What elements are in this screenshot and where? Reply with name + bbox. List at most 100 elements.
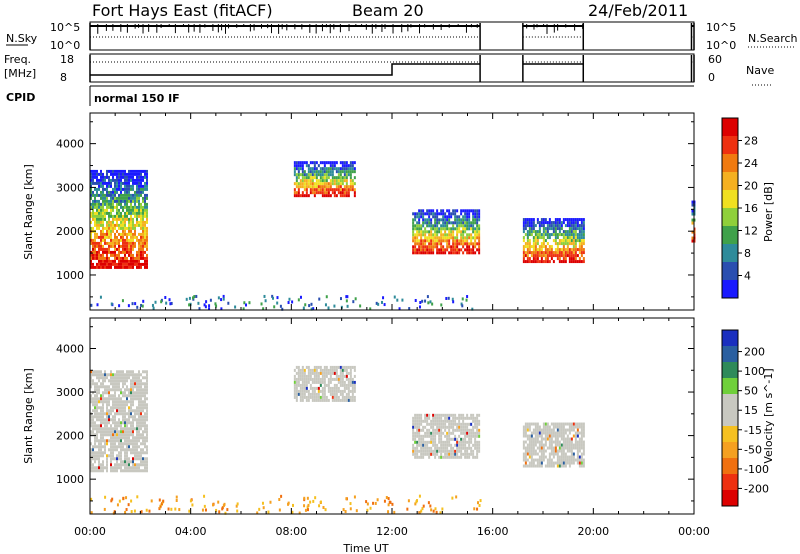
power-cell (468, 248, 471, 252)
velocity-cell (335, 386, 338, 390)
velocity-cell (454, 455, 457, 459)
power-cell (264, 299, 267, 303)
power-cell (120, 226, 122, 230)
velocity-cell (540, 455, 543, 459)
power-cell (96, 244, 98, 248)
velocity-cell (383, 499, 386, 503)
power-cell (124, 175, 126, 179)
power-cell (444, 236, 447, 240)
velocity-cell (566, 449, 569, 453)
power-cell (142, 241, 144, 245)
velocity-cell (116, 376, 118, 380)
power-cell (446, 224, 449, 228)
velocity-cell (331, 398, 334, 402)
velocity-colorbar-segment (722, 330, 738, 346)
velocity-cell (120, 460, 122, 464)
velocity-cell (297, 389, 300, 393)
velocity-cell (582, 458, 585, 462)
velocity-cell (138, 427, 140, 431)
power-cell (430, 239, 433, 243)
velocity-cell (530, 422, 533, 426)
power-cell (112, 241, 114, 245)
power-cell (124, 193, 126, 197)
power-cell (92, 241, 94, 245)
velocity-cell (307, 374, 310, 378)
power-cell (578, 260, 581, 264)
power-cell (452, 245, 455, 249)
power-cell (112, 196, 114, 200)
power-cell (96, 202, 98, 206)
velocity-cell (307, 398, 310, 402)
power-cell (536, 221, 539, 225)
velocity-cell (136, 445, 138, 449)
velocity-cell (540, 431, 543, 435)
velocity-cell (98, 463, 100, 467)
power-cell (118, 304, 121, 308)
power-cell (305, 182, 308, 186)
power-cell (134, 196, 136, 200)
velocity-cell (416, 413, 419, 417)
power-cell (450, 221, 453, 225)
velocity-cell (142, 436, 144, 440)
power-cell (220, 307, 223, 311)
velocity-cell (466, 455, 469, 459)
power-cell (325, 179, 328, 183)
velocity-cell (532, 443, 535, 447)
power-cell (309, 173, 312, 177)
power-cell (452, 209, 455, 213)
power-cell (476, 233, 479, 237)
power-cell (138, 178, 140, 182)
power-cell (333, 164, 336, 168)
velocity-cell (345, 392, 348, 396)
velocity-cell (536, 464, 539, 468)
power-cell (442, 233, 445, 237)
power-cell (100, 217, 102, 221)
velocity-cell (140, 510, 143, 514)
power-cell (458, 230, 461, 234)
velocity-cell (333, 371, 336, 375)
velocity-cell (140, 394, 142, 398)
power-cell (474, 221, 477, 225)
velocity-cell (341, 377, 344, 381)
power-cell (440, 236, 443, 240)
velocity-cell (448, 443, 451, 447)
power-cell (347, 188, 350, 192)
velocity-cell (108, 388, 110, 392)
velocity-cell (534, 437, 537, 441)
power-cell (428, 236, 431, 240)
power-cell (325, 173, 328, 177)
velocity-cell (454, 449, 457, 453)
velocity-cell (438, 428, 441, 432)
power-cell (121, 299, 124, 303)
power-cell (566, 230, 569, 234)
power-cell (353, 170, 356, 174)
velocity-cell (333, 383, 336, 387)
power-cell (343, 188, 346, 192)
velocity-cell (468, 416, 471, 420)
velocity-cell (217, 500, 220, 504)
velocity-cell (538, 446, 541, 450)
power-cell (458, 239, 461, 243)
power-cell (428, 251, 431, 255)
velocity-cell (323, 365, 326, 369)
power-cell (329, 182, 332, 186)
power-cell (126, 193, 128, 197)
velocity-cell (90, 424, 92, 428)
velocity-cell (134, 463, 136, 467)
power-cell (90, 178, 92, 182)
velocity-cell (560, 437, 563, 441)
velocity-cell (452, 413, 455, 417)
power-cell (422, 245, 425, 249)
velocity-cell (142, 409, 144, 413)
velocity-cell (327, 398, 330, 402)
power-cell (122, 250, 124, 254)
velocity-cell (142, 415, 144, 419)
velocity-range-tick-label: 3000 (56, 386, 84, 399)
power-cell (144, 202, 146, 206)
velocity-cell (150, 499, 153, 503)
power-cell (345, 299, 348, 303)
power-cell (301, 164, 304, 168)
power-cell (335, 161, 338, 165)
velocity-cell (146, 463, 148, 467)
